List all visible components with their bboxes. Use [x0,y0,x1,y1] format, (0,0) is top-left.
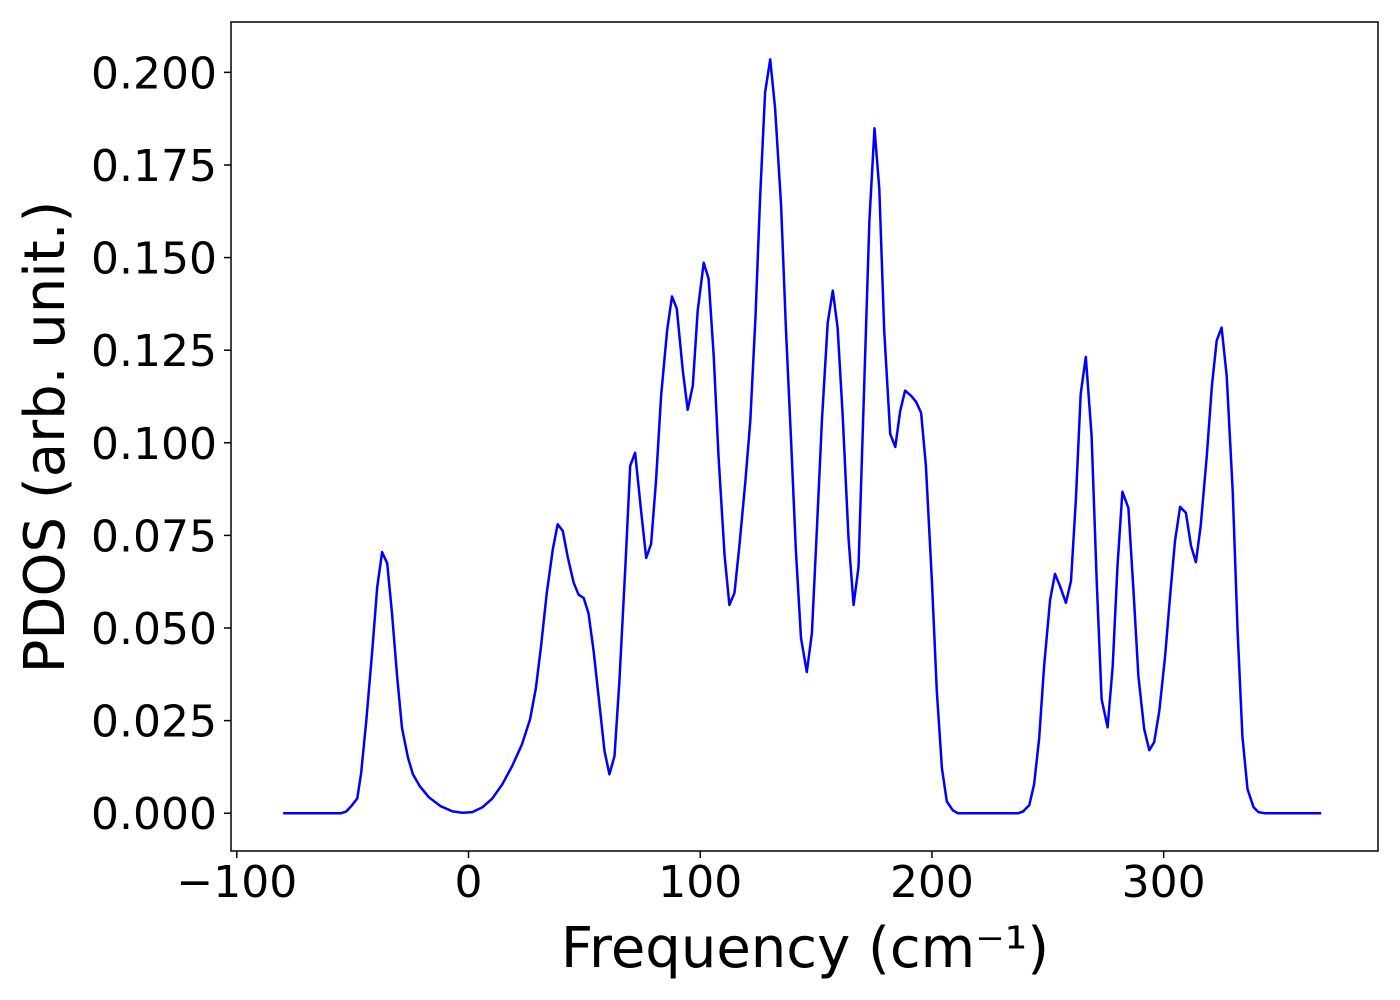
x-axis-label: Frequency (cm⁻¹) [561,916,1049,981]
line [283,58,1322,815]
y-tick-label: 0.050 [91,604,217,655]
x-tick-label: 200 [890,857,974,908]
x-tick-label: −100 [176,857,297,908]
y-tick-label: 0.125 [91,326,217,377]
y-axis-label: PDOS (arb. unit.) [13,201,78,674]
y-tick-label: 0.150 [91,234,217,285]
y-tick-label: 0.200 [91,48,217,99]
x-tick-label: 300 [1122,857,1206,908]
y-tick-label: 0.175 [91,141,217,192]
y-tick-label: 0.100 [91,419,217,470]
plot-frame [230,21,1379,852]
y-tick-label: 0.025 [91,697,217,748]
y-tick-label: 0.000 [91,789,217,840]
x-tick-label: 100 [658,857,742,908]
y-tick-label: 0.075 [91,511,217,562]
x-tick-label: 0 [455,857,483,908]
